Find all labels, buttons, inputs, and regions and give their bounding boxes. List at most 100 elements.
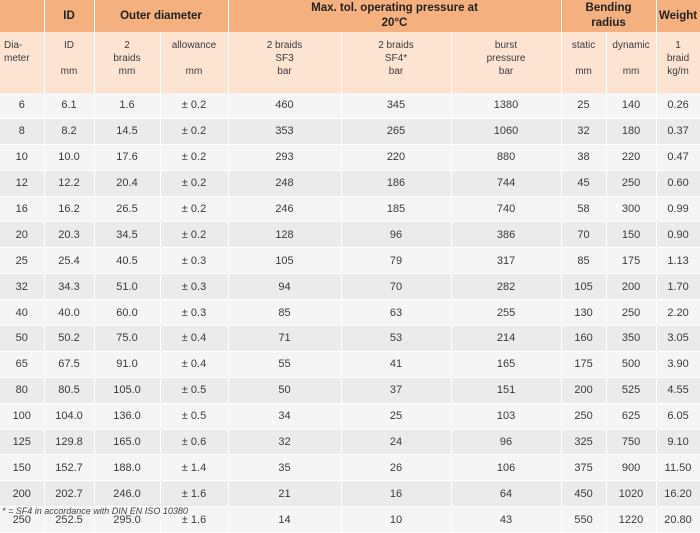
table-cell: 75.0 [94, 325, 161, 352]
subheader-cell: 2 braids SF4* bar [341, 32, 452, 93]
subheader-cell: 2 braids mm [94, 32, 161, 93]
table-cell: 150 [606, 221, 657, 249]
table-cell: 293 [228, 144, 342, 171]
table-cell: 80 [0, 377, 45, 404]
table-cell: 43 [451, 506, 562, 533]
table-row: 125 129.8 165.0 ± 0.6 32 24 96 325 750 9.10 [0, 429, 700, 456]
footnote: * = SF4 in accordance with DIN EN ISO 10… [2, 506, 188, 516]
table-cell: 6.05 [656, 403, 700, 430]
header-group-blank [0, 0, 45, 32]
header-group-weight: Weight [656, 0, 700, 32]
table-cell: 1.13 [656, 247, 700, 275]
table-cell: 1.70 [656, 273, 700, 301]
table-cell: 1020 [606, 480, 657, 508]
subheader-unit: bar [277, 66, 292, 77]
table-cell: 129.8 [44, 429, 95, 456]
table-cell: 45 [561, 170, 607, 197]
table-cell: 104.0 [44, 403, 95, 430]
table-cell: 165.0 [94, 429, 161, 456]
table-cell: 220 [341, 144, 452, 171]
table-row: 100 104.0 136.0 ± 0.5 34 25 103 250 625 6.05 [0, 403, 700, 430]
table-cell: 317 [451, 247, 562, 275]
table-cell: 50 [228, 377, 342, 404]
table-cell: 136.0 [94, 403, 161, 430]
table-cell: 200 [0, 480, 45, 508]
table-cell: 0.37 [656, 118, 700, 145]
table-cell: 345 [341, 93, 452, 119]
table-cell: 63 [341, 299, 452, 327]
table-cell: 34.3 [44, 273, 95, 301]
subheader-unit: kg/m [667, 66, 689, 77]
table-cell: 4.55 [656, 377, 700, 404]
table-cell: ± 0.5 [160, 403, 229, 430]
table-cell: 105 [561, 273, 607, 301]
table-row: 12 12.2 20.4 ± 0.2 248 186 744 45 250 0.60 [0, 170, 700, 197]
table-cell: 25 [0, 247, 45, 275]
subheader-cell: dynamic mm [606, 32, 657, 93]
table-cell: ± 0.2 [160, 221, 229, 249]
subheader-unit: mm [622, 66, 640, 77]
table-cell: ± 0.3 [160, 247, 229, 275]
table-row: 50 50.2 75.0 ± 0.4 71 53 214 160 350 3.05 [0, 325, 700, 352]
table-cell: 9.10 [656, 429, 700, 456]
table-cell: 386 [451, 221, 562, 249]
table-cell: 1220 [606, 506, 657, 533]
table-cell: 11.50 [656, 454, 700, 482]
table-cell: 85 [228, 299, 342, 327]
table-cell: 26.5 [94, 196, 161, 223]
header-group-row: ID Outer diameter Max. tol. operating pr… [0, 0, 700, 32]
table-cell: 152.7 [44, 454, 95, 482]
table-cell: ± 0.2 [160, 118, 229, 145]
table-cell: ± 0.4 [160, 351, 229, 378]
table-cell: 500 [606, 351, 657, 378]
table-cell: 900 [606, 454, 657, 482]
table-cell: 740 [451, 196, 562, 223]
table-cell: 186 [341, 170, 452, 197]
table-cell: 96 [341, 221, 452, 249]
table-cell: ± 0.2 [160, 170, 229, 197]
table-cell: 70 [561, 221, 607, 249]
table-cell: ± 0.5 [160, 377, 229, 404]
table-cell: 6.1 [44, 93, 95, 119]
table-cell: 67.5 [44, 351, 95, 378]
subheader-cell: static mm [561, 32, 607, 93]
table-cell: 105.0 [94, 377, 161, 404]
table-cell: 58 [561, 196, 607, 223]
table-cell: 25.4 [44, 247, 95, 275]
table-cell: 550 [561, 506, 607, 533]
table-cell: 140 [606, 93, 657, 119]
table-cell: 26 [341, 454, 452, 482]
table-cell: 375 [561, 454, 607, 482]
header-group-bending-radius-text: Bending radius [585, 2, 632, 29]
table-row: 20 20.3 34.5 ± 0.2 128 96 386 70 150 0.90 [0, 221, 700, 249]
table-cell: 282 [451, 273, 562, 301]
table-cell: 150 [0, 454, 45, 482]
table-cell: 625 [606, 403, 657, 430]
table-cell: 32 [0, 273, 45, 301]
table-cell: 250 [606, 299, 657, 327]
table-cell: 350 [606, 325, 657, 352]
table-cell: 55 [228, 351, 342, 378]
header-group-max-pressure-text: Max. tol. operating pressure at 20°C [311, 2, 478, 29]
table-cell: 14 [228, 506, 342, 533]
table-row: 16 16.2 26.5 ± 0.2 246 185 740 58 300 0.99 [0, 196, 700, 223]
subheader-cell: ID mm [44, 32, 95, 93]
header-subcolumn-row: Dia- meter ID mm 2 braids mm allowance mm 2 bra… [0, 32, 700, 93]
table-cell: 200 [561, 377, 607, 404]
table-cell: 20.80 [656, 506, 700, 533]
table-cell: 12 [0, 170, 45, 197]
subheader-cell: 2 braids SF3 bar [228, 32, 342, 93]
table-cell: 1060 [451, 118, 562, 145]
subheader-label: allowance [171, 40, 217, 51]
subheader-unit: bar [388, 66, 404, 77]
table-cell: 460 [228, 93, 342, 119]
table-cell: 246 [228, 196, 342, 223]
table-cell: 175 [561, 351, 607, 378]
table-cell: 450 [561, 480, 607, 508]
table-cell: 130 [561, 299, 607, 327]
table-row: 150 152.7 188.0 ± 1.4 35 26 106 375 900 11.50 [0, 454, 700, 482]
subheader-label: 2 braids SF4* [378, 40, 414, 64]
table-cell: 16 [341, 480, 452, 508]
header-group-outer-diameter: Outer diameter [94, 0, 229, 32]
table-cell: 255 [451, 299, 562, 327]
